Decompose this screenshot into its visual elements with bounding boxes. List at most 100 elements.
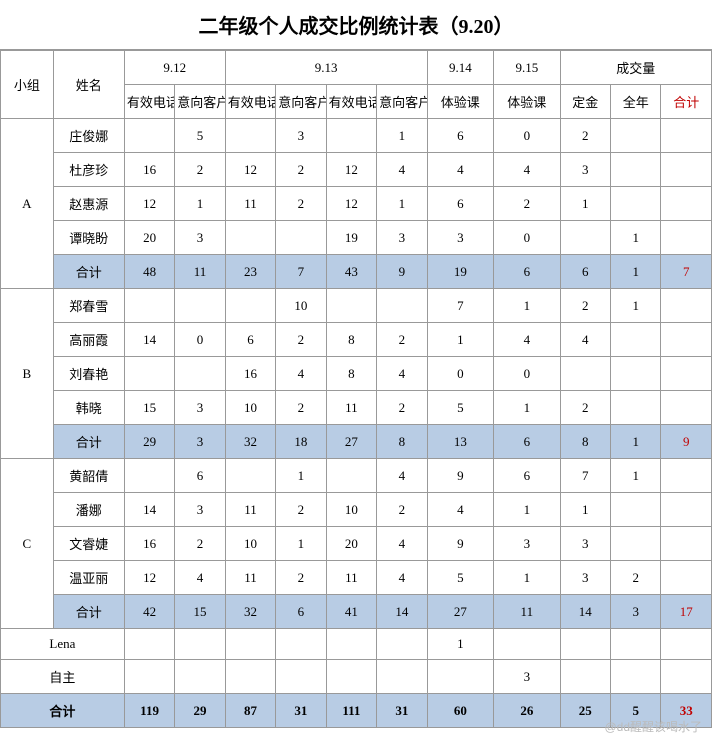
cell: 2 [494, 187, 561, 221]
cell [611, 153, 661, 187]
cell: 12 [326, 187, 376, 221]
cell [175, 629, 225, 660]
cell: 2 [175, 153, 225, 187]
cell [661, 493, 712, 527]
cell: 41 [326, 595, 376, 629]
sub-phone-2: 有效电话 [326, 85, 376, 119]
cell: 4 [175, 561, 225, 595]
cell [326, 119, 376, 153]
group-cell: C [1, 459, 54, 629]
subtotal-row: 合计4811237439196617 [1, 255, 712, 289]
table-row: 刘春艳1648400 [1, 357, 712, 391]
cell: 4 [377, 561, 427, 595]
cell: 2 [276, 391, 326, 425]
cell: 6 [225, 323, 275, 357]
cell [124, 289, 174, 323]
cell [611, 119, 661, 153]
cell [661, 660, 712, 694]
cell: 7 [661, 255, 712, 289]
cell: 2 [175, 527, 225, 561]
cell [225, 459, 275, 493]
cell [276, 629, 326, 660]
cell [661, 221, 712, 255]
page-title: 二年级个人成交比例统计表（9.20） [0, 0, 712, 50]
cell: 17 [661, 595, 712, 629]
cell [560, 629, 610, 660]
cell: 4 [494, 153, 561, 187]
table-row: C黄韶倩6149671 [1, 459, 712, 493]
col-date-1: 9.13 [225, 51, 427, 85]
cell [661, 357, 712, 391]
cell: 9 [377, 255, 427, 289]
cell: 3 [175, 391, 225, 425]
cell: 23 [225, 255, 275, 289]
cell [225, 629, 275, 660]
cell [124, 629, 174, 660]
cell [124, 119, 174, 153]
cell: 1 [611, 425, 661, 459]
cell [175, 289, 225, 323]
cell: 9 [427, 527, 494, 561]
cell: 5 [427, 391, 494, 425]
cell: 3 [175, 425, 225, 459]
sub-intent-0: 意向客户 [175, 85, 225, 119]
cell [326, 289, 376, 323]
cell: 7 [560, 459, 610, 493]
name-cell: 刘春艳 [53, 357, 124, 391]
table-row: 潘娜143112102411 [1, 493, 712, 527]
table-row: 杜彦珍162122124443 [1, 153, 712, 187]
cell: 3 [611, 595, 661, 629]
cell: 0 [175, 323, 225, 357]
sub-total: 合计 [661, 85, 712, 119]
cell: 1 [494, 391, 561, 425]
group-cell: A [1, 119, 54, 289]
name-cell: 赵惠源 [53, 187, 124, 221]
name-cell: 文睿婕 [53, 527, 124, 561]
cell: 4 [377, 153, 427, 187]
cell: 2 [377, 493, 427, 527]
cell: 8 [560, 425, 610, 459]
cell: 2 [377, 391, 427, 425]
name-cell: 庄俊娜 [53, 119, 124, 153]
cell [175, 357, 225, 391]
col-group: 小组 [1, 51, 54, 119]
cell: 20 [124, 221, 174, 255]
name-cell: 温亚丽 [53, 561, 124, 595]
name-cell: 高丽霞 [53, 323, 124, 357]
cell: 12 [225, 153, 275, 187]
cell [427, 660, 494, 694]
cell: 5 [175, 119, 225, 153]
cell: 4 [276, 357, 326, 391]
cell [661, 187, 712, 221]
sub-phone-0: 有效电话 [124, 85, 174, 119]
cell [661, 561, 712, 595]
cell [611, 357, 661, 391]
cell: 6 [427, 119, 494, 153]
cell: 14 [560, 595, 610, 629]
cell: 18 [276, 425, 326, 459]
cell: 12 [326, 153, 376, 187]
cell: 1 [494, 561, 561, 595]
cell: 14 [377, 595, 427, 629]
cell: 32 [225, 595, 275, 629]
cell: 43 [326, 255, 376, 289]
cell: 1 [611, 221, 661, 255]
cell [611, 187, 661, 221]
cell [124, 357, 174, 391]
cell: 14 [124, 493, 174, 527]
cell: 7 [276, 255, 326, 289]
cell: 32 [225, 425, 275, 459]
cell: 11 [494, 595, 561, 629]
name-cell: Lena [1, 629, 125, 660]
cell [494, 629, 561, 660]
cell: 10 [326, 493, 376, 527]
cell: 3 [494, 660, 561, 694]
cell: 15 [175, 595, 225, 629]
table-row: 韩晓153102112512 [1, 391, 712, 425]
cell: 1 [611, 255, 661, 289]
cell: 3 [175, 221, 225, 255]
cell: 3 [276, 119, 326, 153]
cell: 3 [427, 221, 494, 255]
table-row: 谭晓盼203193301 [1, 221, 712, 255]
cell [276, 660, 326, 694]
